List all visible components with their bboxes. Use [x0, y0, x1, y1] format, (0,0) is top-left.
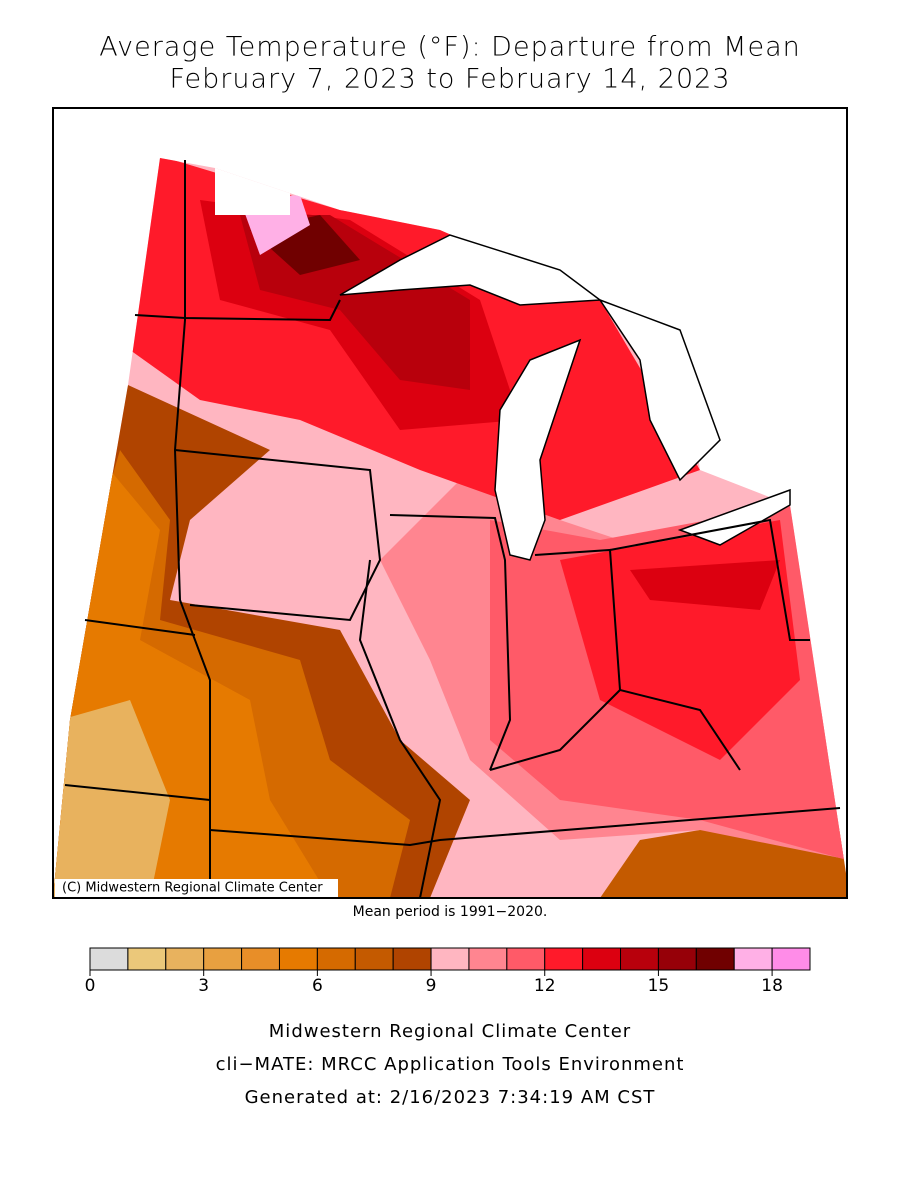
copyright-box — [55, 879, 338, 897]
legend-bin — [165, 947, 205, 971]
legend-bin — [392, 947, 432, 971]
legend-bin — [316, 947, 356, 971]
state-lines — [64, 160, 841, 899]
legend-bin — [203, 947, 243, 971]
legend-tick-label: 18 — [761, 976, 783, 996]
legend-bin — [127, 947, 167, 971]
legend-bin — [620, 947, 659, 971]
note: Mean period is 1991−2020. — [353, 904, 548, 920]
legend-tick-label: 6 — [312, 976, 323, 996]
footer-line: Midwestern Regional Climate Center — [269, 1021, 631, 1042]
legend-tick-label: 0 — [85, 976, 96, 996]
lakes — [339, 234, 791, 561]
legend-bin — [278, 947, 318, 971]
legend-bin — [430, 947, 470, 971]
title-line: Average Temperature (°F): Departure from… — [99, 32, 800, 63]
legend-bin — [733, 947, 773, 971]
legend-tick-label: 12 — [534, 976, 556, 996]
footer-line: cli−MATE: MRCC Application Tools Environ… — [216, 1054, 685, 1075]
legend-bin — [695, 947, 735, 971]
legend-bin — [468, 947, 508, 971]
legend: 0 3 6 9 12 15 18 — [85, 947, 811, 996]
legend-bin — [506, 947, 546, 971]
legend-bin — [657, 947, 697, 971]
legend-bin — [582, 947, 622, 971]
legend-bin — [544, 947, 584, 971]
title-line: February 7, 2023 to February 14, 2023 — [169, 64, 730, 95]
legend-tick-label: 3 — [198, 976, 209, 996]
map — [53, 158, 847, 898]
legend-bin — [89, 947, 129, 971]
map-frame — [52, 107, 848, 899]
legend-tick-label: 15 — [648, 976, 670, 996]
legend-bin — [354, 947, 394, 971]
legend-bin — [771, 947, 811, 971]
legend-bin — [241, 947, 280, 971]
footer-line: Generated at: 2/16/2023 7:34:19 AM CST — [245, 1087, 656, 1108]
legend-tick-label: 9 — [426, 976, 437, 996]
copyright: (C) Midwestern Regional Climate Center — [62, 881, 323, 896]
